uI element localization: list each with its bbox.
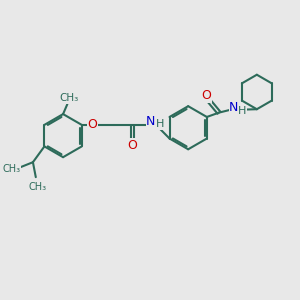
Text: CH₃: CH₃ [2,164,20,174]
Text: N: N [146,116,155,128]
Text: CH₃: CH₃ [59,93,78,103]
Text: H: H [238,106,247,116]
Text: O: O [201,89,211,102]
Text: O: O [128,139,137,152]
Text: N: N [229,101,239,114]
Text: CH₃: CH₃ [28,182,46,192]
Text: H: H [156,119,164,129]
Text: O: O [88,118,98,131]
